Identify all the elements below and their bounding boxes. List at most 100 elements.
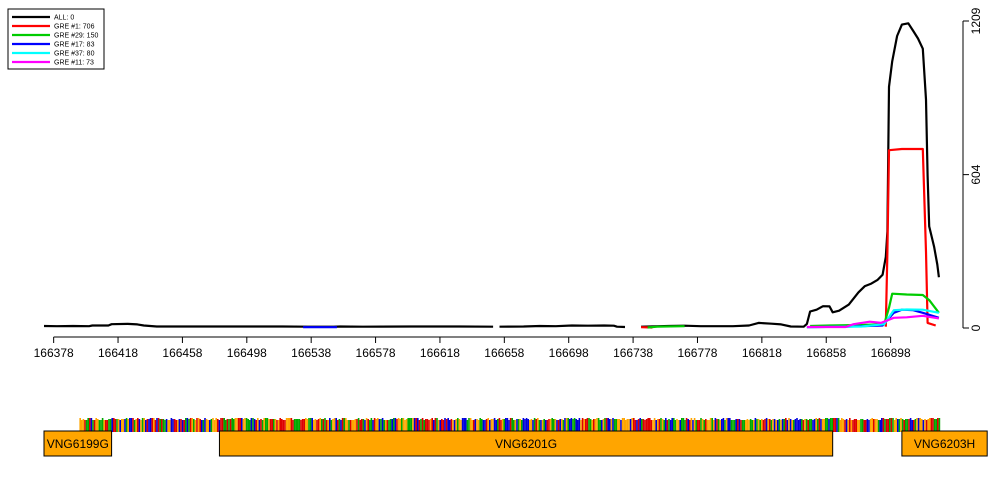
sequence-base [370,418,373,432]
sequence-base [218,420,221,432]
sequence-base [780,420,782,432]
sequence-base [249,420,251,432]
sequence-base [788,418,790,432]
sequence-base [761,419,763,432]
sequence-base [316,420,318,432]
sequence-track [79,418,941,432]
sequence-base [858,420,861,432]
sequence-base [541,420,544,432]
sequence-base [217,419,219,432]
sequence-base [548,419,550,432]
sequence-base [546,420,549,432]
sequence-base [585,419,587,432]
sequence-base [457,418,459,432]
sequence-base [327,420,329,432]
sequence-base [314,419,317,432]
sequence-base [932,418,934,432]
sequence-base [130,418,133,432]
x-tick-label: 166898 [871,346,911,360]
sequence-base [772,419,774,432]
sequence-base [338,419,341,432]
x-tick-label: 166498 [227,346,267,360]
sequence-base [140,420,142,432]
sequence-base [804,419,806,432]
sequence-base [173,419,176,432]
sequence-base [511,418,513,432]
sequence-base [154,420,157,432]
sequence-base [303,419,305,432]
sequence-base [649,418,651,432]
sequence-base [697,420,699,432]
sequence-base [924,419,926,432]
sequence-base [874,419,877,432]
sequence-base [92,420,94,432]
sequence-base [591,420,593,432]
sequence-base [301,419,304,432]
sequence-base [818,418,821,432]
sequence-base [637,419,640,432]
sequence-base [677,420,680,432]
sequence-base [487,418,489,432]
sequence-base [439,420,441,432]
sequence-base [745,420,747,432]
sequence-base [580,420,582,432]
sequence-base [594,419,597,432]
sequence-base [519,419,521,432]
sequence-base [274,419,277,432]
sequence-base [236,418,238,432]
sequence-base [509,418,512,432]
sequence-base [329,418,331,432]
sequence-base [930,418,933,432]
sequence-base [573,418,576,432]
sequence-base [239,418,241,432]
sequence-base [887,419,889,432]
sequence-base [444,418,446,432]
sequence-base [169,420,171,432]
sequence-base [269,419,272,432]
sequence-base [137,418,139,432]
sequence-base [842,419,845,432]
sequence-base [913,420,915,432]
sequence-base [285,418,288,432]
sequence-base [209,420,211,432]
sequence-base [489,420,491,432]
sequence-base [111,418,113,432]
sequence-base [852,420,854,432]
sequence-base [500,420,502,432]
sequence-base [845,419,848,432]
series-line [43,322,494,328]
sequence-base [361,419,363,432]
sequence-base [381,418,384,432]
sequence-base [543,419,545,432]
sequence-base [201,420,203,432]
sequence-base [127,419,129,432]
sequence-base [650,420,653,432]
sequence-base [143,418,145,432]
sequence-base [786,420,789,432]
sequence-base [617,419,619,432]
sequence-base [161,419,163,432]
sequence-base [255,420,257,432]
sequence-base [868,420,870,432]
sequence-base [193,419,195,432]
sequence-base [588,418,590,432]
sequence-base [793,420,795,432]
sequence-base [426,419,429,432]
sequence-base [263,418,265,432]
gene-label: VNG6201G [495,437,557,451]
sequence-base [532,420,534,432]
sequence-base [471,420,473,432]
sequence-base [300,420,302,432]
sequence-base [524,419,526,432]
series-5 [806,314,940,329]
sequence-base [857,420,859,432]
sequence-base [364,420,366,432]
sequence-base [321,419,323,432]
sequence-base [162,419,165,432]
sequence-base [581,418,584,432]
sequence-base [564,418,566,432]
sequence-base [229,419,232,432]
sequence-base [183,420,185,432]
sequence-base [138,419,141,432]
sequence-base [233,419,235,432]
